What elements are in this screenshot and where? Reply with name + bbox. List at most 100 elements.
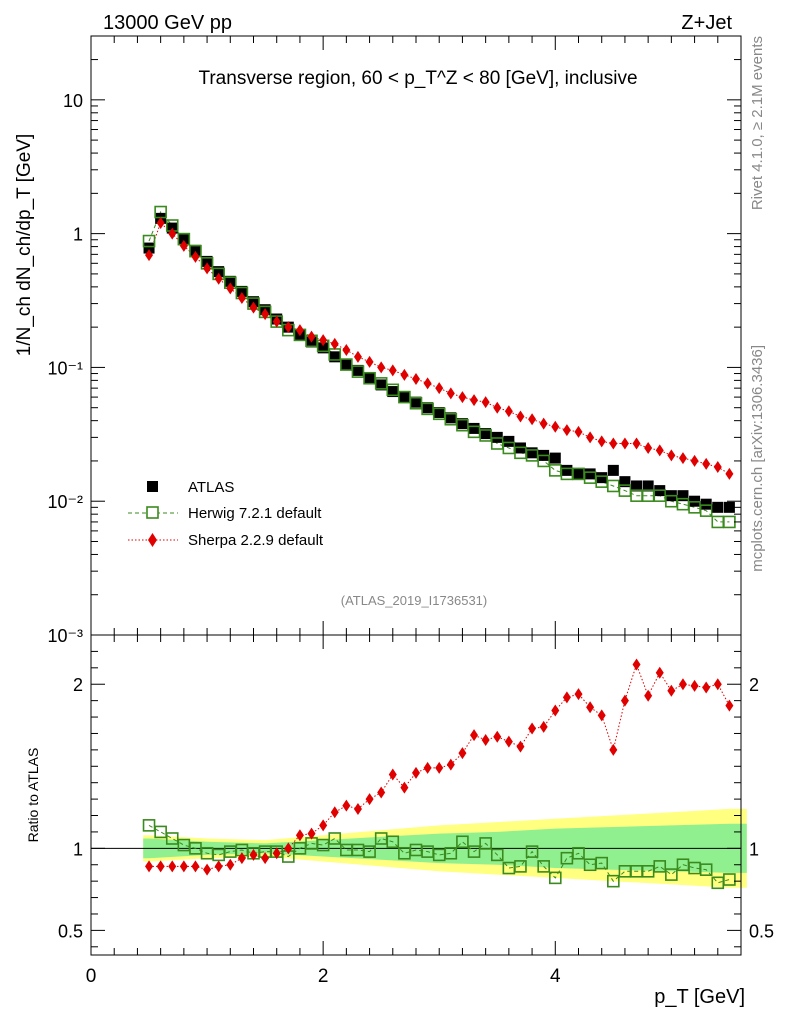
herwig-ratio-point: [154, 825, 167, 839]
sherpa-point: [713, 461, 722, 474]
sherpa-ratio-point: [237, 852, 246, 865]
sherpa-point: [528, 413, 537, 426]
sherpa-ratio-point: [214, 860, 223, 873]
sherpa-ratio-point: [702, 681, 711, 694]
sherpa-ratio-point: [516, 740, 525, 753]
herwig-ratio-point: [165, 832, 179, 845]
herwig-point: [699, 504, 713, 517]
herwig-point: [479, 429, 492, 442]
sherpa-point: [284, 321, 293, 334]
herwig-point: [340, 358, 353, 371]
herwig-point: [456, 418, 469, 432]
legend-sherpa-marker: [148, 533, 157, 547]
sherpa-ratio-point: [423, 761, 432, 774]
herwig-ratio-point: [572, 846, 585, 860]
main-y-axis-label: 1/N_ch dN_ch/dp_T [GeV]: [14, 134, 35, 357]
y-tick-label: 1: [73, 225, 83, 245]
sherpa-ratio-point: [261, 852, 270, 865]
sherpa-ratio-point: [156, 860, 165, 873]
sherpa-point: [145, 249, 154, 262]
legend-herwig-marker: [146, 506, 159, 519]
sherpa-point: [261, 308, 270, 321]
y-tick-label: 10: [63, 91, 83, 111]
sherpa-ratio-point: [678, 678, 687, 691]
x-tick-label: 2: [318, 966, 329, 987]
sherpa-point: [319, 334, 328, 347]
herwig-ratio-point: [444, 846, 458, 860]
herwig-ratio-point: [514, 860, 527, 873]
herwig-ratio-point: [328, 832, 342, 845]
sherpa-ratio-point: [342, 799, 351, 812]
sherpa-ratio-point: [562, 691, 571, 704]
legend-atlas-marker: [147, 481, 158, 492]
herwig-ratio-point: [665, 868, 678, 881]
herwig-ratio-point: [525, 845, 539, 858]
atlas-point: [549, 452, 561, 464]
ratio-y-tick-label: 2: [73, 675, 83, 695]
x-tick-label: 4: [550, 966, 561, 987]
herwig-point: [351, 365, 365, 378]
atlas-point: [723, 501, 735, 513]
sherpa-ratio-point: [713, 678, 722, 691]
sherpa-point: [423, 377, 432, 390]
x-axis-label: p_T [GeV]: [654, 986, 745, 1008]
atlas-point: [352, 364, 364, 376]
herwig-ratio-point: [490, 848, 504, 862]
atlas-point: [584, 468, 596, 480]
sherpa-point: [249, 301, 258, 314]
sherpa-ratio-point: [365, 793, 374, 806]
sherpa-point: [667, 449, 676, 462]
sherpa-point: [539, 417, 548, 430]
sherpa-ratio-point: [330, 806, 339, 819]
atlas-point: [503, 435, 515, 447]
herwig-ratio-point: [142, 819, 156, 832]
sherpa-ratio-point: [353, 802, 362, 815]
atlas-point: [642, 480, 654, 492]
ratio-y-tick-label-right: 0.5: [749, 921, 774, 941]
sherpa-point: [562, 424, 571, 437]
sherpa-ratio-point: [644, 689, 653, 702]
atlas-point: [143, 242, 155, 254]
sherpa-point: [191, 250, 200, 263]
atlas-point: [573, 468, 584, 480]
ratio-y-tick-label-right: 1: [749, 839, 759, 859]
sherpa-ratio-point: [690, 679, 699, 692]
atlas-point: [189, 244, 201, 256]
x-tick-label: 0: [86, 966, 97, 987]
sherpa-point: [609, 437, 618, 450]
atlas-point: [340, 359, 352, 371]
sherpa-point: [400, 368, 409, 381]
sherpa-point: [237, 292, 246, 305]
sherpa-ratio-point: [574, 688, 583, 701]
atlas-point: [619, 476, 631, 488]
ratio-y-tick-label: 0.5: [58, 921, 83, 941]
sherpa-point: [458, 391, 467, 404]
sherpa-ratio-point: [597, 709, 606, 722]
sherpa-point: [353, 350, 362, 363]
sherpa-point: [644, 441, 653, 454]
sherpa-ratio-point: [481, 734, 490, 747]
y-tick-label: 10⁻¹: [47, 358, 83, 378]
sherpa-point: [516, 410, 525, 423]
atlas-point: [364, 372, 376, 384]
sherpa-point: [690, 454, 699, 467]
legend-herwig-label: Herwig 7.2.1 default: [188, 505, 322, 522]
sherpa-point: [272, 315, 281, 328]
atlas-point: [329, 351, 341, 363]
herwig-point: [142, 234, 156, 248]
sherpa-ratio-point: [249, 848, 258, 861]
sherpa-ratio-point: [609, 743, 618, 756]
sherpa-point: [388, 364, 397, 377]
analysis-label: (ATLAS_2019_I1736531): [341, 593, 487, 608]
sherpa-ratio-point: [667, 684, 676, 697]
main-plot-title: Transverse region, 60 < p_T^Z < 80 [GeV]…: [198, 68, 637, 89]
atlas-point: [607, 464, 619, 476]
sherpa-ratio-point: [226, 858, 235, 871]
sherpa-point: [632, 437, 641, 450]
herwig-ratio-point: [653, 860, 667, 873]
sherpa-point: [504, 405, 513, 418]
sherpa-ratio-point: [539, 720, 548, 733]
herwig-point: [386, 383, 400, 397]
sherpa-point: [702, 457, 711, 470]
sherpa-ratio-point: [504, 735, 513, 748]
